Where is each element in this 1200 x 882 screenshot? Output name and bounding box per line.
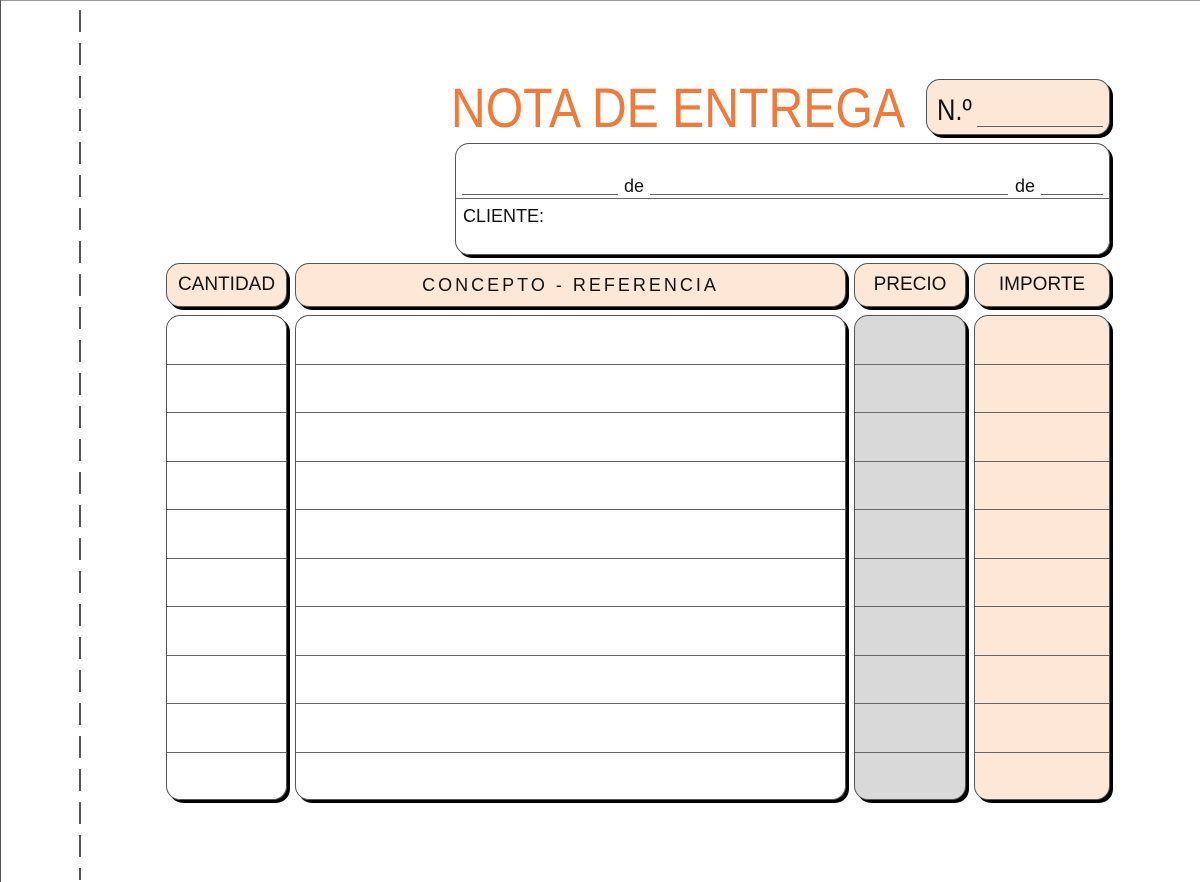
row-line <box>167 557 286 559</box>
row-line <box>975 654 1109 656</box>
row-line <box>296 606 845 607</box>
row-line <box>855 557 965 559</box>
header-cantidad: CANTIDAD <box>166 263 287 307</box>
date-client-box[interactable]: de de CLIENTE: <box>455 143 1110 255</box>
row-line <box>296 509 845 510</box>
client-label: CLIENTE: <box>463 206 545 226</box>
date-de-2: de <box>1015 176 1036 196</box>
form-title: NOTA DE ENTREGA <box>450 76 905 139</box>
header-concepto: CONCEPTO - REFERENCIA <box>295 263 846 307</box>
importe-column[interactable] <box>974 315 1110 800</box>
header-label: CANTIDAD <box>177 274 276 295</box>
row-line <box>167 654 286 656</box>
row-line <box>855 412 965 413</box>
concepto-column[interactable] <box>295 315 846 800</box>
number-label: N.º <box>937 94 972 127</box>
row-line <box>855 460 965 462</box>
number-line <box>977 126 1103 127</box>
precio-column[interactable] <box>854 315 966 800</box>
year-line <box>1041 194 1103 195</box>
divider <box>456 198 1109 199</box>
number-box[interactable]: N.º <box>926 79 1110 135</box>
row-line <box>855 654 965 656</box>
row-line <box>167 606 286 607</box>
row-line <box>296 703 845 704</box>
top-border <box>0 0 1200 1</box>
row-line <box>975 606 1109 607</box>
row-line <box>296 363 845 365</box>
header-label: IMPORTE <box>998 274 1086 295</box>
header-label: PRECIO <box>873 274 947 295</box>
cantidad-column[interactable] <box>166 315 287 800</box>
header-importe: IMPORTE <box>974 263 1110 307</box>
row-line <box>975 557 1109 559</box>
row-line <box>296 412 845 413</box>
row-line <box>975 460 1109 462</box>
perforation-line <box>79 10 81 880</box>
row-line <box>167 509 286 510</box>
row-line <box>855 703 965 704</box>
month-line <box>650 194 1008 195</box>
row-line <box>855 509 965 510</box>
row-line <box>975 703 1109 704</box>
row-line <box>855 363 965 365</box>
row-line <box>167 703 286 704</box>
row-line <box>167 460 286 462</box>
header-precio: PRECIO <box>854 263 966 307</box>
row-line <box>296 557 845 559</box>
row-line <box>167 751 286 753</box>
title-area: NOTA DE ENTREGA <box>377 76 905 140</box>
row-line <box>855 606 965 607</box>
row-line <box>167 412 286 413</box>
row-line <box>296 751 845 753</box>
row-line <box>296 654 845 656</box>
day-line <box>462 194 618 195</box>
row-line <box>975 751 1109 753</box>
date-de-1: de <box>624 176 645 196</box>
header-label: CONCEPTO - REFERENCIA <box>422 274 719 295</box>
row-line <box>296 460 845 462</box>
row-line <box>975 412 1109 413</box>
row-line <box>167 363 286 365</box>
row-line <box>975 509 1109 510</box>
row-line <box>855 751 965 753</box>
row-line <box>975 363 1109 365</box>
left-border <box>0 0 1 882</box>
